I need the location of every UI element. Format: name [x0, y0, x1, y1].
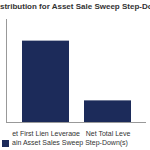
svg-text:Net Total Leve: Net Total Leve: [86, 130, 131, 136]
svg-text:et First Lien Leverage: et First Lien Leverage: [12, 130, 80, 136]
html-text:ain Asset Sales Sweep Step-Dow: ain Asset Sales Sweep Step-Down(s): [12, 139, 128, 146]
